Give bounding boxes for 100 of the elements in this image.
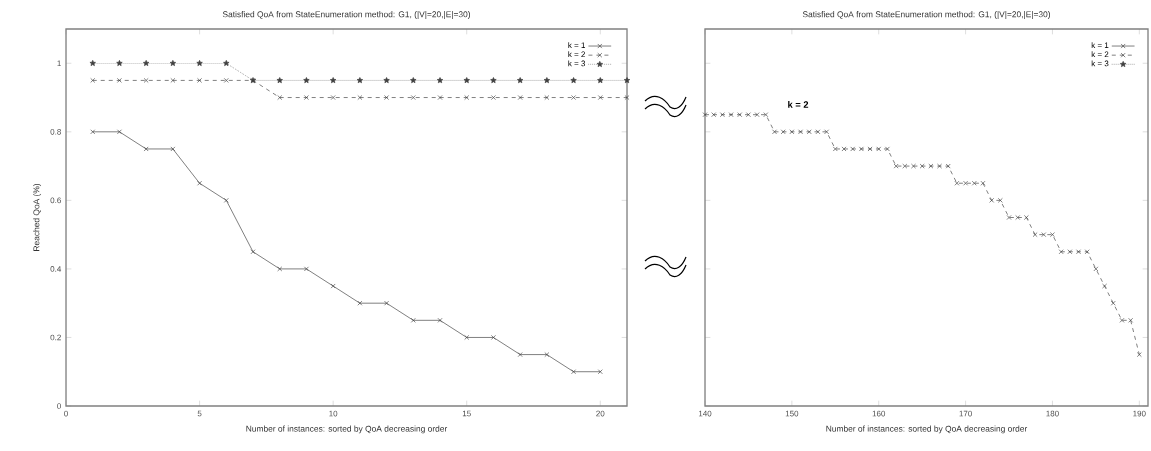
point	[597, 369, 603, 375]
annotation: k = 2	[788, 101, 809, 108]
y-tick-label: 1	[57, 60, 61, 67]
y-tick-label: 0.4	[50, 266, 62, 272]
point	[997, 197, 1003, 203]
point	[954, 180, 960, 186]
point	[824, 129, 830, 135]
y-tick-label: 0.6	[50, 197, 61, 204]
point	[544, 95, 550, 100]
point	[357, 300, 363, 306]
legend-label: k = 2	[568, 51, 586, 58]
point	[384, 300, 389, 306]
point	[815, 129, 821, 135]
point	[780, 129, 786, 135]
point	[1058, 249, 1064, 255]
point	[116, 60, 123, 66]
point	[928, 163, 934, 169]
point	[719, 112, 725, 118]
point	[789, 129, 795, 135]
point	[196, 60, 203, 66]
point	[143, 146, 149, 152]
point	[597, 95, 603, 100]
x-axis-title: Number of instances: sorted by QoA decreasing order	[826, 425, 1028, 434]
point	[1093, 266, 1099, 272]
point	[885, 146, 890, 152]
x-tick-label: 180	[1046, 410, 1059, 417]
legend-label: k = 3	[568, 60, 586, 67]
point	[937, 163, 942, 169]
point	[763, 112, 769, 118]
legend-label: k = 1	[1091, 42, 1109, 48]
x-tick-label: 15	[462, 410, 471, 417]
point	[1076, 249, 1081, 255]
point	[893, 163, 899, 169]
point	[383, 77, 390, 84]
x-tick-label: 0	[64, 410, 68, 417]
point	[1102, 283, 1107, 289]
y-tick-label: 0.2	[50, 334, 61, 341]
x-tick-label: 190	[1133, 410, 1146, 417]
point	[197, 77, 202, 83]
point	[464, 335, 470, 340]
point	[989, 197, 995, 203]
point	[330, 77, 337, 84]
point	[876, 146, 882, 152]
point	[89, 60, 96, 66]
point	[1050, 232, 1055, 238]
point	[197, 180, 202, 186]
point	[436, 77, 444, 84]
point	[330, 283, 336, 289]
point	[543, 77, 550, 84]
point	[1067, 249, 1073, 255]
point	[858, 146, 864, 152]
point	[772, 129, 777, 135]
point	[798, 129, 803, 135]
point	[90, 129, 96, 135]
point	[490, 77, 497, 84]
point	[517, 77, 524, 84]
point	[971, 180, 977, 186]
point	[117, 77, 122, 83]
point	[1119, 317, 1125, 323]
point	[90, 77, 96, 83]
point	[437, 95, 443, 100]
point	[1110, 300, 1116, 306]
point	[410, 77, 417, 84]
point	[571, 95, 576, 100]
point	[919, 163, 925, 169]
point	[169, 60, 176, 66]
point	[143, 77, 149, 83]
point	[841, 146, 847, 152]
point	[357, 95, 363, 100]
point	[223, 197, 229, 203]
point	[737, 112, 743, 118]
x-axis-title: Number of instances: sorted by QoA decreasing order	[246, 425, 448, 434]
legend-label: k = 2	[1091, 51, 1109, 58]
point	[1015, 215, 1021, 220]
point	[304, 95, 309, 100]
point	[464, 95, 470, 100]
point	[117, 129, 122, 135]
point	[463, 77, 470, 84]
point	[702, 112, 708, 118]
point	[1128, 317, 1134, 323]
point	[410, 317, 416, 323]
point	[623, 77, 631, 84]
point	[1006, 215, 1012, 220]
point	[356, 77, 363, 84]
point	[223, 60, 230, 66]
point	[624, 95, 630, 100]
point	[570, 77, 577, 84]
point	[437, 317, 443, 323]
point	[304, 266, 309, 272]
x-tick-label: 5	[197, 410, 202, 417]
point	[384, 95, 389, 100]
point	[571, 369, 576, 375]
legend-label: k = 3	[1091, 60, 1109, 67]
point	[1041, 232, 1047, 238]
x-tick-label: 150	[785, 410, 799, 417]
point	[597, 77, 604, 84]
chart-title: Satisfied QoA from StateEnumeration method: G1, (|V|=20,|E|=30)	[802, 11, 1051, 19]
point	[544, 352, 550, 358]
point	[746, 112, 751, 118]
point	[517, 95, 523, 100]
